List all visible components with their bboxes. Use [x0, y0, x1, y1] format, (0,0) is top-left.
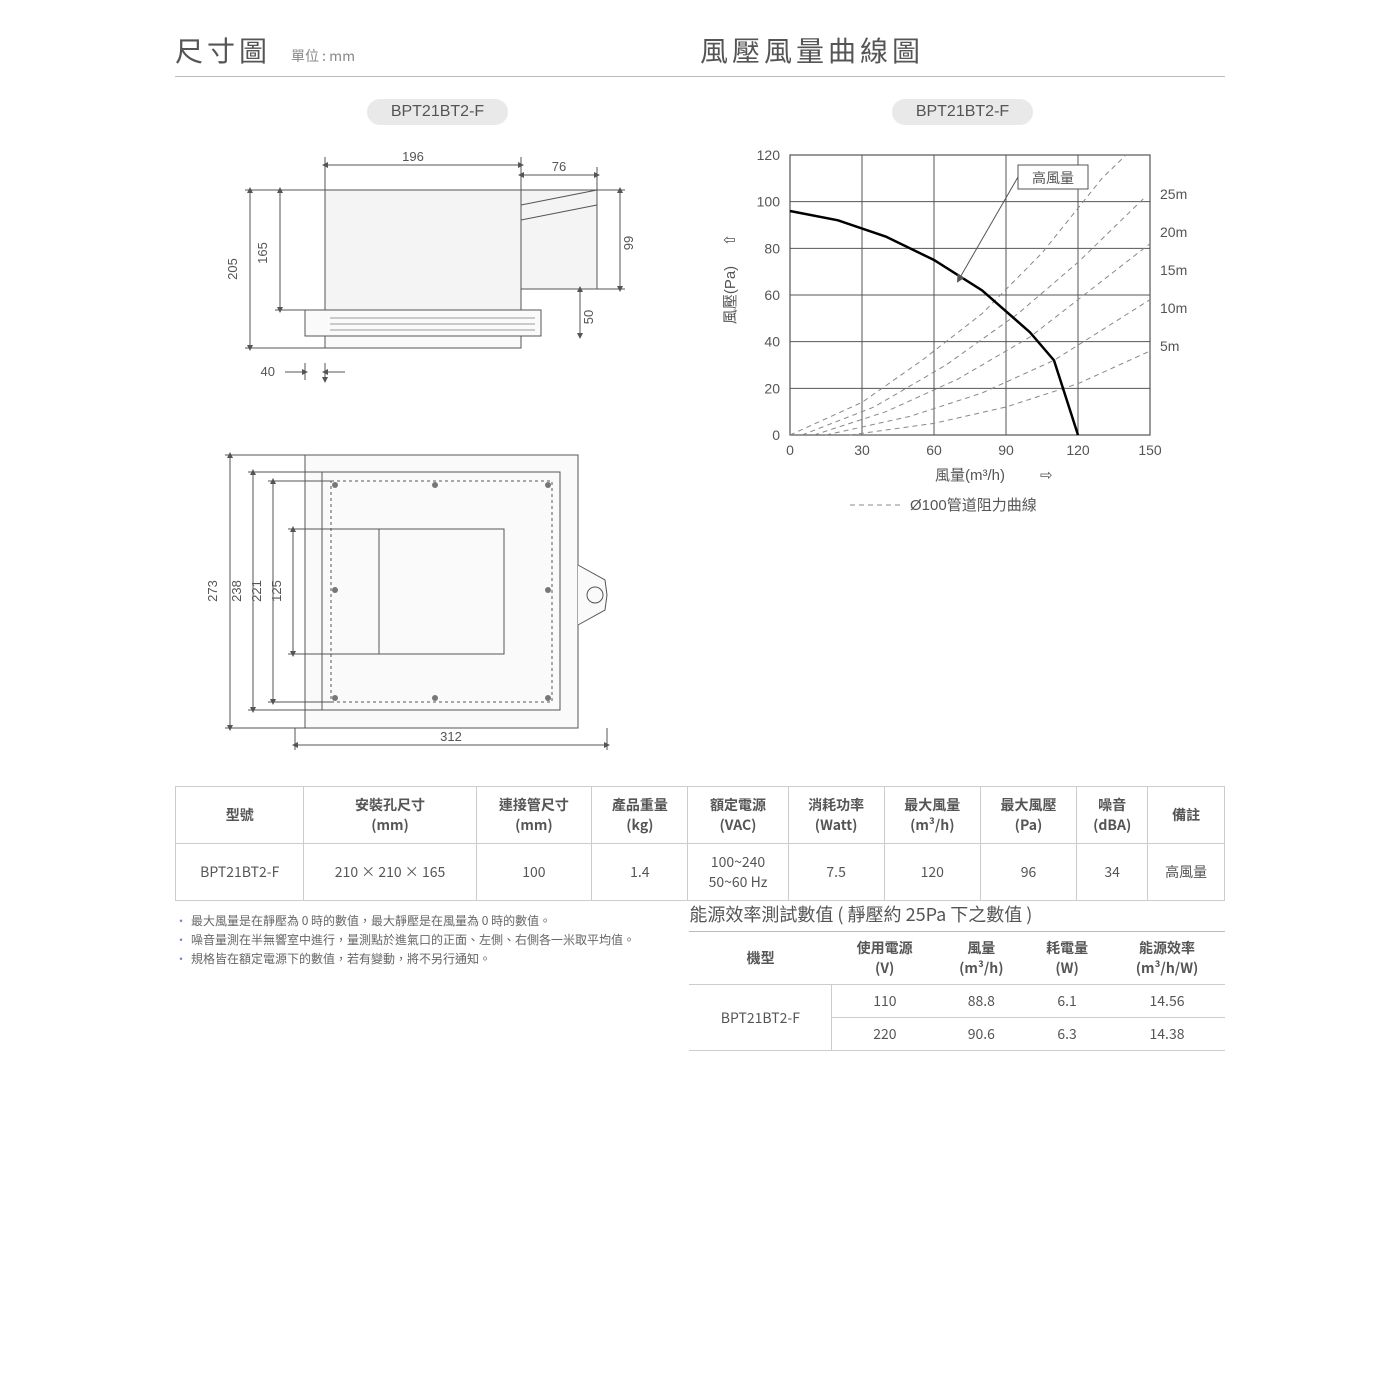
- svg-text:0: 0: [772, 427, 780, 443]
- svg-text:80: 80: [764, 240, 780, 256]
- model-badge-right: BPT21BT2-F: [892, 99, 1033, 125]
- efficiency-title: 能源效率測試數值 ( 靜壓約 25Pa 下之數值 ): [689, 901, 1225, 932]
- svg-text:10m: 10m: [1160, 300, 1187, 316]
- footnotes: •最大風量是在靜壓為 0 時的數值，最大靜壓是在風量為 0 時的數值。•噪音量測…: [175, 911, 669, 969]
- dim-273: 273: [205, 580, 220, 602]
- svg-text:40: 40: [764, 334, 780, 350]
- dim-99: 99: [621, 236, 636, 250]
- dim-312: 312: [440, 729, 462, 744]
- svg-text:20: 20: [764, 380, 780, 396]
- svg-text:90: 90: [998, 442, 1014, 458]
- svg-text:⇨: ⇨: [1040, 467, 1053, 484]
- svg-text:20m: 20m: [1160, 224, 1187, 240]
- dim-50: 50: [581, 310, 596, 324]
- svg-text:60: 60: [764, 287, 780, 303]
- svg-text:120: 120: [757, 147, 781, 163]
- dim-title: 尺寸圖: [175, 30, 271, 70]
- svg-text:120: 120: [1066, 442, 1090, 458]
- svg-text:60: 60: [926, 442, 942, 458]
- model-badge-left: BPT21BT2-F: [367, 99, 508, 125]
- svg-text:15m: 15m: [1160, 262, 1187, 278]
- dim-205: 205: [225, 258, 240, 280]
- svg-text:5m: 5m: [1160, 338, 1179, 354]
- svg-text:風量(m³/h): 風量(m³/h): [935, 467, 1005, 484]
- spec-table: 型號安裝孔尺寸(mm)連接管尺寸(mm)產品重量(kg)額定電源(VAC)消耗功…: [175, 786, 1225, 901]
- svg-text:高風量: 高風量: [1032, 170, 1074, 186]
- dim-76: 76: [552, 159, 566, 174]
- chart-title: 風壓風量曲線圖: [700, 30, 924, 70]
- svg-text:30: 30: [854, 442, 870, 458]
- dim-165: 165: [255, 242, 270, 264]
- svg-text:100: 100: [757, 194, 781, 210]
- svg-text:0: 0: [786, 442, 794, 458]
- svg-text:25m: 25m: [1160, 186, 1187, 202]
- svg-text:⇧: ⇧: [722, 234, 739, 247]
- svg-text:Ø100管道阻力曲線: Ø100管道阻力曲線: [910, 497, 1037, 514]
- dim-238: 238: [229, 580, 244, 602]
- svg-text:150: 150: [1138, 442, 1162, 458]
- efficiency-table: 機型使用電源(V)風量(m³/h)耗電量(W)能源效率(m³/h/W) BPT2…: [689, 932, 1225, 1051]
- dim-subtitle: 單位 : mm: [291, 46, 355, 66]
- dim-196: 196: [402, 149, 424, 164]
- dim-40: 40: [261, 364, 275, 379]
- pressure-flow-chart: 0 30 60 90 120 150 0 20 40 60 80 100 120 25m 20m 15m 10m…: [700, 125, 1225, 760]
- dimension-drawings: 196 76 99 50 205 165: [175, 135, 700, 760]
- dim-221: 221: [249, 580, 264, 602]
- svg-text:風壓(Pa): 風壓(Pa): [722, 266, 739, 324]
- dim-125: 125: [269, 580, 284, 602]
